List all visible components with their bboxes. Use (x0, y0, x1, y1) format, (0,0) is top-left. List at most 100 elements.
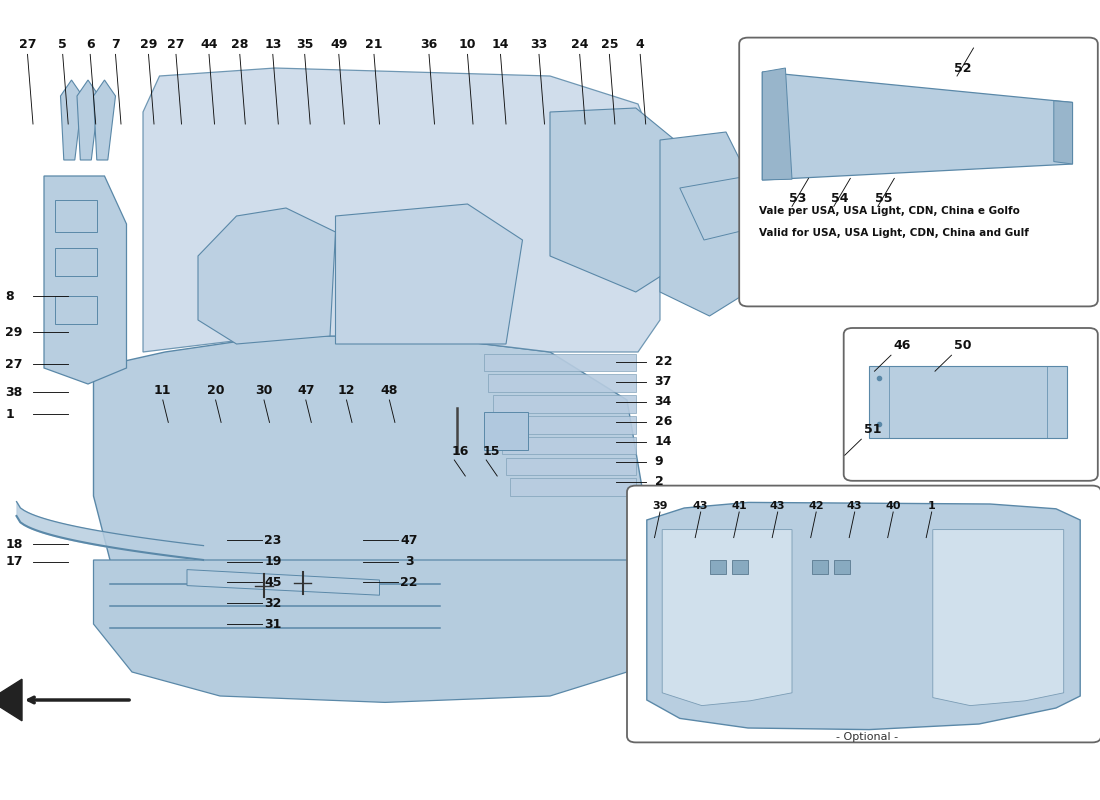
Polygon shape (869, 366, 1067, 438)
Text: 45: 45 (264, 576, 282, 589)
Polygon shape (94, 560, 643, 702)
Polygon shape (336, 204, 522, 344)
Text: 9: 9 (654, 455, 663, 468)
Text: 51: 51 (864, 423, 881, 436)
Text: 47: 47 (297, 384, 315, 397)
Text: 1: 1 (927, 501, 936, 510)
Text: 44: 44 (200, 38, 218, 50)
Text: 10: 10 (459, 38, 476, 50)
Text: 35: 35 (296, 38, 314, 50)
Polygon shape (187, 570, 379, 595)
Bar (55, 296, 97, 324)
Text: 12: 12 (338, 384, 355, 397)
Text: 3: 3 (405, 555, 414, 568)
Text: 2: 2 (654, 475, 663, 488)
Text: 26: 26 (654, 415, 672, 428)
Text: 14: 14 (654, 435, 672, 448)
Text: 21: 21 (365, 38, 383, 50)
Polygon shape (0, 679, 22, 721)
Polygon shape (647, 502, 1080, 730)
Text: 37: 37 (654, 375, 672, 388)
Text: 40: 40 (886, 501, 901, 510)
Polygon shape (497, 416, 636, 434)
Text: 46: 46 (893, 339, 911, 352)
Polygon shape (660, 132, 748, 316)
Polygon shape (198, 208, 336, 344)
Polygon shape (510, 478, 636, 496)
Text: 20: 20 (207, 384, 224, 397)
Polygon shape (550, 108, 680, 292)
Text: 11: 11 (154, 384, 172, 397)
Text: Vale per USA, USA Light, CDN, China e Golfo: Vale per USA, USA Light, CDN, China e Go… (759, 206, 1020, 216)
Polygon shape (488, 374, 636, 392)
Bar (55, 200, 97, 232)
Text: 43: 43 (847, 501, 862, 510)
Text: 29: 29 (140, 38, 157, 50)
Polygon shape (1054, 101, 1072, 164)
Text: 48: 48 (381, 384, 398, 397)
Polygon shape (506, 458, 636, 475)
Text: 47: 47 (400, 534, 418, 546)
Bar (484, 412, 528, 450)
Polygon shape (484, 354, 636, 371)
Text: 19: 19 (264, 555, 282, 568)
Text: 4: 4 (636, 38, 645, 50)
Text: 52: 52 (954, 62, 971, 74)
Text: 32: 32 (264, 597, 282, 610)
Polygon shape (502, 437, 636, 454)
Text: 39: 39 (652, 501, 668, 510)
Text: 28: 28 (231, 38, 249, 50)
Polygon shape (143, 68, 660, 352)
Text: 18: 18 (6, 538, 23, 550)
Polygon shape (77, 80, 99, 160)
Text: 14: 14 (492, 38, 509, 50)
Text: 6: 6 (86, 38, 95, 50)
Text: 42: 42 (808, 501, 824, 510)
Text: 55: 55 (874, 192, 892, 205)
Text: 16: 16 (451, 446, 469, 458)
Text: 30: 30 (255, 384, 273, 397)
Text: 34: 34 (654, 395, 672, 408)
Text: a passion for parts since 1985: a passion for parts since 1985 (256, 388, 580, 572)
Bar (710, 560, 726, 574)
Polygon shape (933, 530, 1064, 706)
Text: 1: 1 (6, 408, 14, 421)
Text: 53: 53 (789, 192, 806, 205)
FancyBboxPatch shape (844, 328, 1098, 481)
Text: 27: 27 (19, 38, 36, 50)
Text: 31: 31 (264, 618, 282, 630)
Text: - Optional -: - Optional - (836, 732, 898, 742)
Text: 38: 38 (6, 386, 23, 398)
Text: 7: 7 (111, 38, 120, 50)
Polygon shape (60, 80, 82, 160)
Text: Valid for USA, USA Light, CDN, China and Gulf: Valid for USA, USA Light, CDN, China and… (759, 228, 1028, 238)
Text: 33: 33 (530, 38, 548, 50)
Polygon shape (493, 395, 636, 413)
Text: 50: 50 (954, 339, 971, 352)
Text: 24: 24 (571, 38, 588, 50)
Polygon shape (44, 176, 127, 384)
Text: 22: 22 (654, 355, 672, 368)
Text: 5: 5 (58, 38, 67, 50)
Text: 43: 43 (693, 501, 708, 510)
FancyBboxPatch shape (739, 38, 1098, 306)
Polygon shape (94, 336, 643, 684)
Polygon shape (94, 80, 115, 160)
Text: 54: 54 (830, 192, 848, 205)
Text: 25: 25 (601, 38, 618, 50)
Bar (732, 560, 748, 574)
Text: 17: 17 (6, 555, 23, 568)
Text: 13: 13 (264, 38, 282, 50)
Text: 15: 15 (483, 446, 500, 458)
Bar (834, 560, 850, 574)
Text: 8: 8 (6, 290, 14, 302)
Bar (55, 248, 97, 276)
Text: 36: 36 (420, 38, 438, 50)
Polygon shape (662, 530, 792, 706)
Text: 27: 27 (167, 38, 185, 50)
Bar (812, 560, 828, 574)
Polygon shape (680, 176, 770, 240)
Text: 29: 29 (6, 326, 23, 338)
Text: 43: 43 (770, 501, 785, 510)
Polygon shape (762, 68, 792, 180)
